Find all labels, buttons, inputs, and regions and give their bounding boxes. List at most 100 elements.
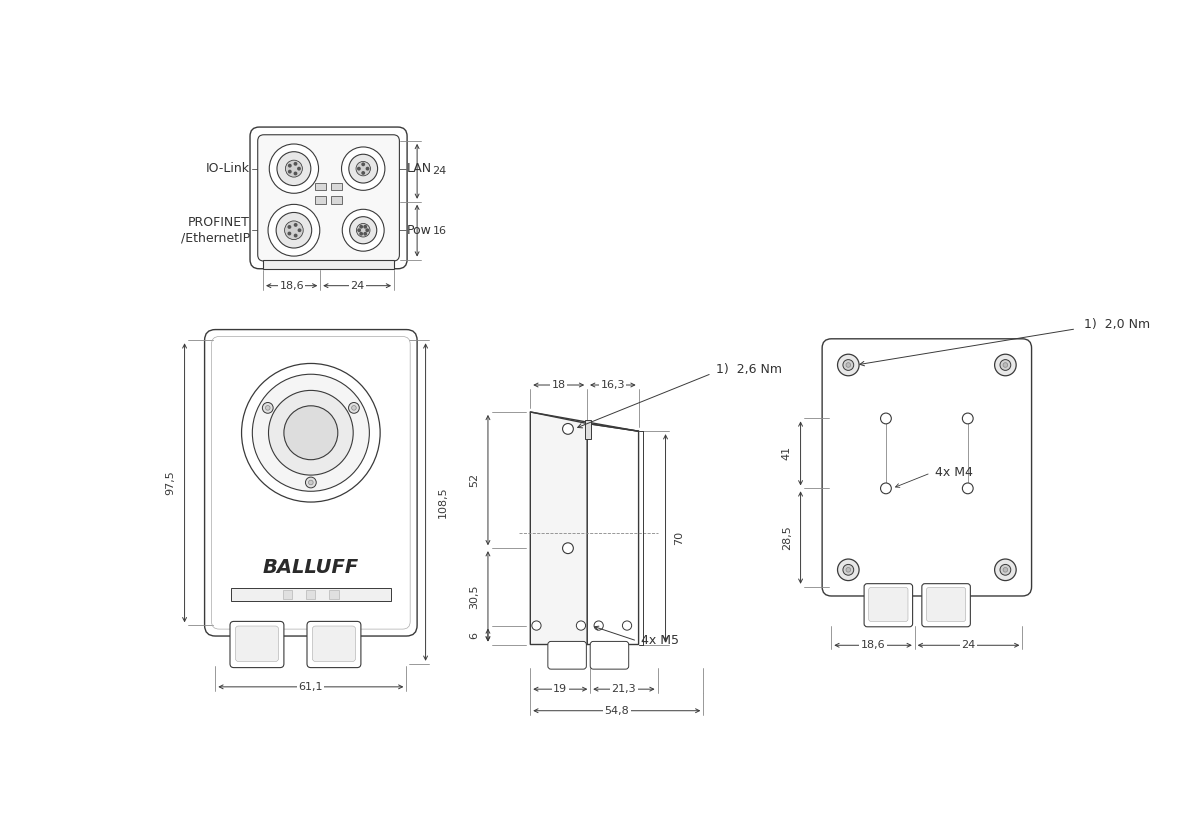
Circle shape xyxy=(288,231,292,236)
Text: 21,3: 21,3 xyxy=(612,684,636,694)
FancyBboxPatch shape xyxy=(230,621,284,667)
Circle shape xyxy=(269,144,318,193)
Circle shape xyxy=(356,223,370,237)
FancyBboxPatch shape xyxy=(869,588,908,621)
Circle shape xyxy=(276,213,312,248)
Circle shape xyxy=(563,424,574,434)
Circle shape xyxy=(294,234,298,237)
FancyBboxPatch shape xyxy=(926,588,966,621)
FancyBboxPatch shape xyxy=(590,641,629,669)
Circle shape xyxy=(294,171,298,175)
Text: 28,5: 28,5 xyxy=(781,525,792,550)
Bar xyxy=(329,590,338,599)
Circle shape xyxy=(306,477,317,488)
Circle shape xyxy=(364,225,367,229)
Circle shape xyxy=(359,225,364,229)
Text: 54,8: 54,8 xyxy=(605,706,629,716)
Circle shape xyxy=(563,543,574,553)
Circle shape xyxy=(308,480,313,485)
Circle shape xyxy=(962,483,973,494)
Circle shape xyxy=(846,567,851,572)
Text: 70: 70 xyxy=(674,531,684,545)
Circle shape xyxy=(623,621,631,630)
Circle shape xyxy=(269,390,353,475)
Text: 30,5: 30,5 xyxy=(469,584,479,609)
Circle shape xyxy=(342,209,384,251)
Circle shape xyxy=(576,621,586,630)
Text: 4x M5: 4x M5 xyxy=(641,634,679,647)
Text: 61,1: 61,1 xyxy=(299,682,323,692)
Circle shape xyxy=(1003,567,1008,572)
Circle shape xyxy=(349,217,377,244)
Circle shape xyxy=(842,565,853,575)
Text: 108,5: 108,5 xyxy=(438,487,448,518)
Circle shape xyxy=(1000,359,1010,370)
Text: IO-Link: IO-Link xyxy=(206,162,250,175)
Text: 6: 6 xyxy=(469,632,479,638)
Circle shape xyxy=(263,403,274,413)
Polygon shape xyxy=(587,424,638,645)
Circle shape xyxy=(366,167,370,170)
Circle shape xyxy=(359,231,364,236)
Text: LAN: LAN xyxy=(407,162,432,175)
Text: 1)  2,0 Nm: 1) 2,0 Nm xyxy=(1084,319,1150,332)
Circle shape xyxy=(365,228,370,232)
Circle shape xyxy=(352,406,356,410)
Circle shape xyxy=(358,228,361,232)
Text: /EthernetIP: /EthernetIP xyxy=(181,231,250,244)
FancyBboxPatch shape xyxy=(922,584,971,627)
FancyBboxPatch shape xyxy=(204,329,418,636)
FancyBboxPatch shape xyxy=(864,584,913,627)
Bar xyxy=(230,588,391,601)
Circle shape xyxy=(356,167,361,170)
Circle shape xyxy=(361,171,365,175)
Circle shape xyxy=(995,559,1016,580)
Bar xyxy=(316,196,326,204)
Bar xyxy=(584,420,590,439)
Circle shape xyxy=(356,161,371,176)
Bar xyxy=(263,259,394,269)
Text: 18,6: 18,6 xyxy=(280,280,304,291)
FancyBboxPatch shape xyxy=(822,339,1032,596)
Text: 16: 16 xyxy=(432,226,446,236)
Circle shape xyxy=(842,359,853,370)
Bar xyxy=(306,590,316,599)
Circle shape xyxy=(288,164,292,168)
Text: 24: 24 xyxy=(350,280,365,291)
Circle shape xyxy=(881,483,892,494)
Text: 97,5: 97,5 xyxy=(166,470,175,496)
Circle shape xyxy=(1003,363,1008,368)
Circle shape xyxy=(294,223,298,227)
Circle shape xyxy=(995,355,1016,376)
Circle shape xyxy=(349,154,378,183)
Circle shape xyxy=(284,221,304,240)
Text: PROFINET: PROFINET xyxy=(188,216,250,229)
Bar xyxy=(316,183,326,190)
Circle shape xyxy=(846,363,851,368)
Circle shape xyxy=(298,167,301,170)
Circle shape xyxy=(342,147,385,191)
Circle shape xyxy=(361,162,365,166)
Circle shape xyxy=(241,363,380,502)
Circle shape xyxy=(294,162,298,165)
Circle shape xyxy=(348,403,359,413)
FancyBboxPatch shape xyxy=(548,641,587,669)
Polygon shape xyxy=(530,412,587,645)
Text: 24: 24 xyxy=(432,166,446,176)
Bar xyxy=(331,196,342,204)
Circle shape xyxy=(265,406,270,410)
Circle shape xyxy=(252,374,370,491)
Circle shape xyxy=(277,152,311,186)
Bar xyxy=(331,183,342,190)
Text: 1)  2,6 Nm: 1) 2,6 Nm xyxy=(715,363,781,376)
Circle shape xyxy=(1000,565,1010,575)
Text: 16,3: 16,3 xyxy=(601,380,625,390)
FancyBboxPatch shape xyxy=(235,626,278,662)
Circle shape xyxy=(962,413,973,424)
Text: BALLUFF: BALLUFF xyxy=(263,558,359,577)
Text: Power: Power xyxy=(407,224,445,236)
Bar xyxy=(283,590,293,599)
Circle shape xyxy=(838,355,859,376)
Circle shape xyxy=(286,161,302,177)
FancyBboxPatch shape xyxy=(312,626,355,662)
